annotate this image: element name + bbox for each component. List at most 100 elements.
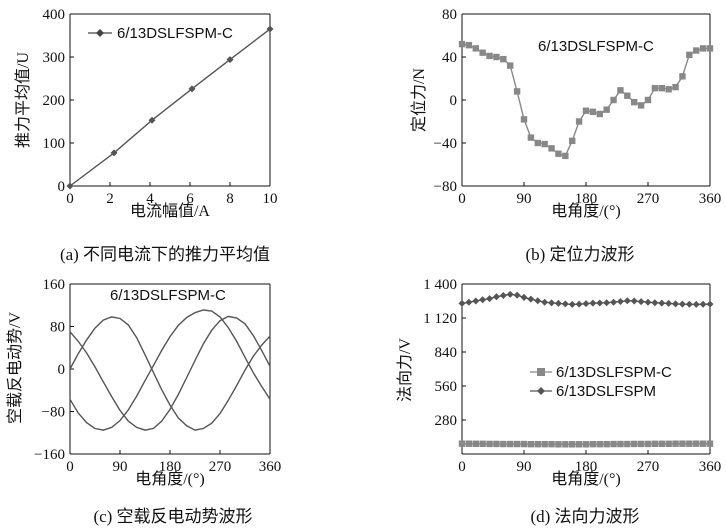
x-tick-label: 360 [259,459,282,475]
data-point [493,440,500,448]
panel-b-series [458,40,714,160]
panel-b-ticks: 0 90 180 270 360 −80 −40 0 40 80 [434,7,722,207]
data-point [569,441,576,448]
data-point [685,300,693,308]
series-line [69,316,271,431]
y-axis-label-c: 空载反电动势/V [6,312,24,424]
data-point [527,295,535,303]
data-point [110,149,118,157]
data-point [582,300,590,308]
data-point [513,88,521,95]
data-point [699,440,707,447]
data-point [706,300,714,308]
caption-a: (a) 不同电流下的推力平均值 [60,245,270,264]
data-point [665,86,672,93]
data-point [506,290,514,298]
data-point [472,45,479,52]
x-tick-label: 0 [458,191,466,207]
data-point [548,440,555,448]
data-point [458,299,466,307]
data-point [507,440,514,448]
data-point [472,440,479,447]
x-tick-label: 270 [209,459,232,475]
y-tick-label: 0 [58,362,66,378]
data-point [561,300,569,308]
data-point [226,56,234,64]
legend-label-d-0: 6/13DSLFSPM-C [556,364,672,381]
series-line [461,43,710,157]
panel-d: 0 90 180 270 360 280 560 840 1 120 1 400 6/13DSLF… [396,277,721,526]
data-point [617,87,624,94]
data-point [596,299,604,307]
data-point [679,440,686,447]
data-point [66,182,74,190]
data-point [603,299,611,307]
panel-c-series [69,309,271,431]
data-point [624,92,631,99]
x-tick-label: 10 [263,191,278,207]
data-point [458,440,466,447]
data-point [465,41,473,49]
data-point [679,73,686,80]
data-point [562,152,569,160]
x-tick-label: 8 [226,191,234,207]
y-tick-label: 80 [442,7,457,23]
data-point [569,137,576,145]
data-point [644,440,652,448]
data-point [699,300,707,308]
x-axis-label-c: 电角度/(°) [135,470,205,488]
data-point [520,440,528,448]
data-point [479,49,486,56]
panel-b: 0 90 180 270 360 −80 −40 0 40 80 6/13DSLFSPM-C 电角… [410,7,721,264]
data-point [631,98,638,106]
data-point [658,299,666,307]
data-point [500,440,507,448]
data-point [500,55,507,63]
data-point [596,440,603,448]
x-tick-label: 180 [575,459,598,475]
data-point [616,297,624,305]
y-tick-label: 0 [58,179,66,195]
caption-d: (d) 法向力波形 [530,507,639,526]
series-line [69,315,271,431]
x-tick-label: 90 [517,191,532,207]
data-point [631,440,638,448]
data-point [658,440,665,447]
data-point [534,139,541,147]
data-point [479,440,486,447]
data-point [596,110,603,118]
y-tick-label: 200 [43,93,66,109]
data-point [541,140,548,148]
data-point [548,299,556,307]
data-point [486,295,494,303]
data-point [562,441,569,448]
x-tick-label: 360 [699,459,722,475]
x-tick-label: 180 [159,459,182,475]
data-point [692,300,700,308]
data-point [575,118,583,125]
data-point [555,150,562,157]
legend-marker-square-d [537,368,545,376]
data-point [693,47,700,54]
panel-a-legend: 6/13DSLFSPM-C [88,25,233,42]
panel-c-axes [69,283,271,455]
data-point [465,298,473,306]
data-point [686,51,693,59]
data-point [693,440,700,447]
data-point [603,106,610,113]
panel-d-legend: 6/13DSLFSPM-C 6/13DSLFSPM [530,364,672,400]
series-line [69,309,271,431]
legend-label-d-1: 6/13DSLFSPM [556,383,656,400]
data-point [678,300,686,308]
data-point [672,83,679,91]
data-point [148,116,156,124]
x-tick-label: 6 [186,191,194,207]
data-point [527,134,535,141]
data-point [699,45,707,52]
caption-b: (b) 定位力波形 [525,245,634,264]
data-point [266,25,274,33]
data-point [527,440,535,448]
